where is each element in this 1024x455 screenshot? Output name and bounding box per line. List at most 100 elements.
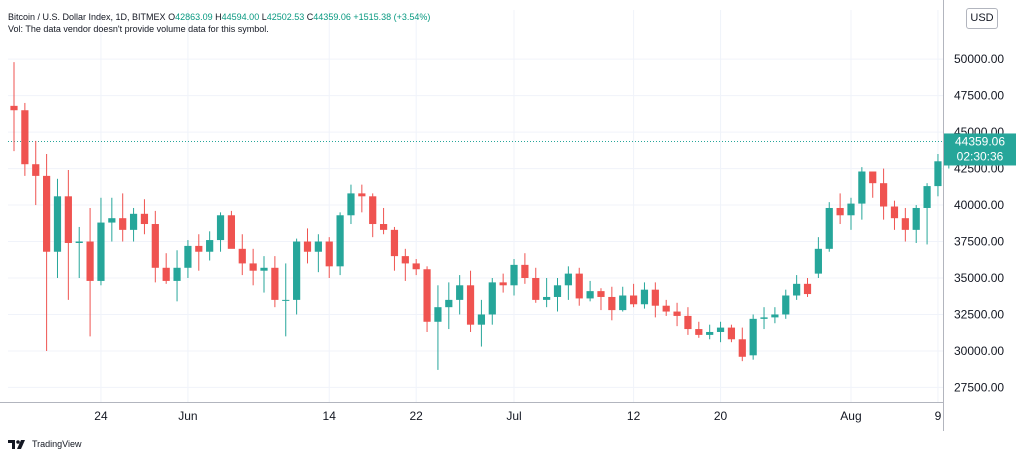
candle-body-down <box>119 218 127 230</box>
tradingview-brand[interactable]: TradingView <box>8 437 82 451</box>
price-countdown: 02:30:36 <box>957 149 1004 163</box>
x-tick-label: 20 <box>714 409 728 423</box>
candle-body-up <box>314 241 322 252</box>
candle-body-up <box>260 267 268 271</box>
candle-body-up <box>293 241 301 300</box>
candle-body-up <box>847 203 855 216</box>
chart-axes: 50000.0047500.0045000.0042500.0040000.00… <box>0 0 1016 431</box>
candle-body-up <box>216 215 225 241</box>
candle-body-down <box>238 248 246 264</box>
y-tick-label: 47500.00 <box>954 89 1004 103</box>
candle-body-up <box>477 314 486 325</box>
candle-body-down <box>369 196 377 225</box>
candle-body-up <box>858 171 866 204</box>
candle-body-down <box>21 110 29 165</box>
candle-body-up <box>934 161 942 187</box>
candle-body-up <box>619 295 627 311</box>
candle-body-down <box>390 229 399 257</box>
legend-change: +1515.38 (+3.54%) <box>353 12 431 22</box>
candle-body-down <box>423 269 431 322</box>
candle-body-up <box>129 213 138 230</box>
x-tick-label: Jul <box>506 409 521 423</box>
candle-body-up <box>108 218 116 223</box>
candle-body-down <box>901 218 909 230</box>
candle-body-up <box>825 207 833 249</box>
candle-body-up <box>564 273 572 286</box>
candle-body-down <box>869 171 877 184</box>
candle-body-down <box>803 283 812 295</box>
candle-body-down <box>325 241 333 267</box>
candle-body-up <box>586 291 594 299</box>
candle-body-down <box>597 291 605 297</box>
candle-body-down <box>43 175 51 252</box>
candle-body-down <box>10 105 18 111</box>
candle-body-up <box>97 222 105 281</box>
legend-open-label: O <box>168 12 176 22</box>
x-tick-label: Jun <box>178 409 197 423</box>
candle-body-down <box>412 263 420 270</box>
candle-body-down <box>521 264 529 278</box>
legend-open-value: 42863.09 <box>175 12 213 22</box>
candle-body-up <box>793 283 801 296</box>
candle-body-down <box>140 213 149 225</box>
legend-close-label: C <box>306 12 314 22</box>
candle-body-down <box>695 329 703 335</box>
candle-body-up <box>543 296 551 300</box>
candle-body-up <box>640 289 649 305</box>
candle-body-up <box>456 285 464 300</box>
candle-body-down <box>303 241 312 252</box>
candle-body-down <box>662 305 670 312</box>
candle-body-down <box>151 224 159 268</box>
volume-note: Vol: The data vendor doesn't provide vol… <box>8 24 269 34</box>
candle-body-up <box>173 267 181 281</box>
candle-body-up <box>923 186 931 208</box>
y-tick-label: 50000.00 <box>954 52 1004 66</box>
candle-body-up <box>75 241 83 243</box>
candle-body-down <box>162 267 170 281</box>
y-tick-label: 37500.00 <box>954 235 1004 249</box>
candle-body-up <box>510 264 518 286</box>
candle-body-up <box>347 193 355 216</box>
x-tick-label: 22 <box>410 409 424 423</box>
last-price-label-bg <box>944 133 1016 166</box>
y-tick-label: 30000.00 <box>954 344 1004 358</box>
legend-close-value: 44359.06 <box>313 12 351 22</box>
candle-body-up <box>336 215 344 267</box>
x-tick-label: 14 <box>323 409 337 423</box>
candle-body-down <box>32 164 40 176</box>
chart-grid <box>8 10 943 402</box>
candle-body-up <box>706 331 714 335</box>
x-tick-label: 24 <box>94 409 108 423</box>
candle-body-down <box>401 256 409 264</box>
candle-body-up <box>782 295 790 315</box>
legend-symbol: Bitcoin / U.S. Dollar Index, 1D, BITMEX <box>8 12 166 22</box>
currency-button[interactable]: USD <box>966 8 998 29</box>
candle-body-up <box>282 299 290 301</box>
candle-body-up <box>814 248 822 274</box>
candle-body-down <box>271 267 279 300</box>
chart-legend: Bitcoin / U.S. Dollar Index, 1D, BITMEX … <box>8 12 430 22</box>
candle-body-down <box>629 295 638 305</box>
candle-body-down <box>880 183 888 207</box>
candle-body-down <box>86 241 94 281</box>
candle-body-up <box>445 299 453 308</box>
legend-low-value: 42502.53 <box>266 12 305 22</box>
candle-body-down <box>249 263 257 271</box>
candle-body-up <box>760 317 768 319</box>
y-tick-label: 32500.00 <box>954 307 1004 321</box>
candle-body-down <box>684 315 692 330</box>
candle-body-down <box>738 339 746 357</box>
candle-body-up <box>553 285 562 297</box>
candle-body-up <box>749 318 757 356</box>
candle-body-down <box>727 327 736 340</box>
candle-body-down <box>195 245 203 252</box>
candle-body-up <box>434 307 442 322</box>
y-tick-label: 40000.00 <box>954 198 1004 212</box>
candle-body-up <box>184 245 192 268</box>
candle-body-up <box>53 196 62 252</box>
candle-body-down <box>358 193 366 197</box>
candle-body-down <box>890 206 899 219</box>
candle-body-down <box>608 296 616 311</box>
candle-body-down <box>532 278 540 300</box>
